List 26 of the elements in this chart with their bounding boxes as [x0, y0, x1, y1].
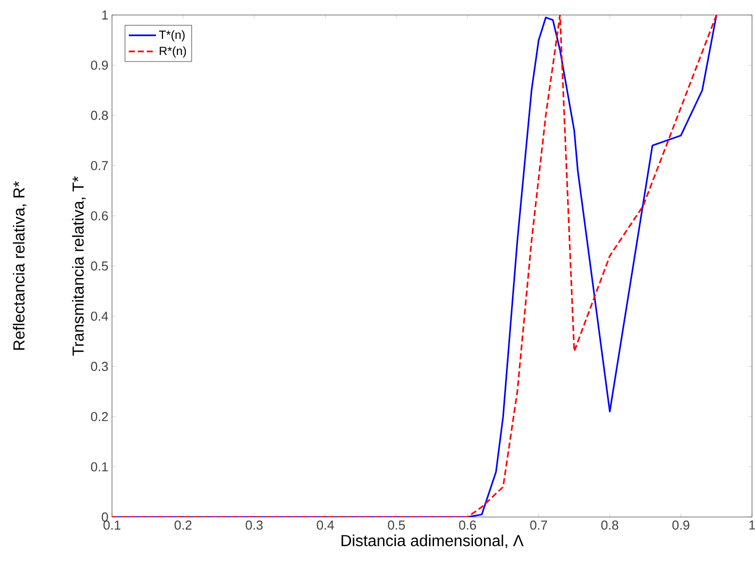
y-axis-title: Transmitancia relativa, T*: [72, 176, 86, 356]
legend-label: R*(n): [160, 46, 186, 58]
y-tick-label: 1: [102, 10, 108, 20]
y-tick-label: 0.6: [90, 211, 108, 220]
line-series: [112, 14, 718, 517]
x-tick-label: 0.8: [601, 520, 618, 530]
y-tick-label: 0.9: [90, 60, 108, 70]
x-tick-label: 1: [749, 520, 755, 530]
x-tick-label: 0.9: [672, 520, 690, 530]
y-tick-label: 0.3: [90, 362, 108, 371]
y-tick-label: 0.2: [90, 412, 108, 422]
x-tick-label: 0.6: [459, 520, 476, 530]
x-tick-label: 0.5: [388, 520, 405, 530]
x-tick-label: 0.7: [530, 520, 548, 530]
y-tick-label: 0.1: [90, 462, 108, 472]
x-axis-title: Distancia adimensional, Λ: [342, 534, 524, 548]
y-tick-label: 0.5: [90, 261, 108, 271]
legend-label: T*(n): [159, 30, 185, 42]
y-tick-label: 0: [102, 512, 108, 522]
y-tick-label: 0.7: [90, 161, 108, 170]
x-tick-label: 0.2: [174, 520, 192, 530]
text: Reflectancia relativa, R*: [12, 181, 26, 350]
y-tick-label: 0.4: [90, 312, 108, 321]
x-tick-label: 0.3: [246, 520, 263, 530]
y-tick-label: 0.8: [90, 110, 108, 120]
x-tick-label: 0.4: [316, 520, 334, 530]
